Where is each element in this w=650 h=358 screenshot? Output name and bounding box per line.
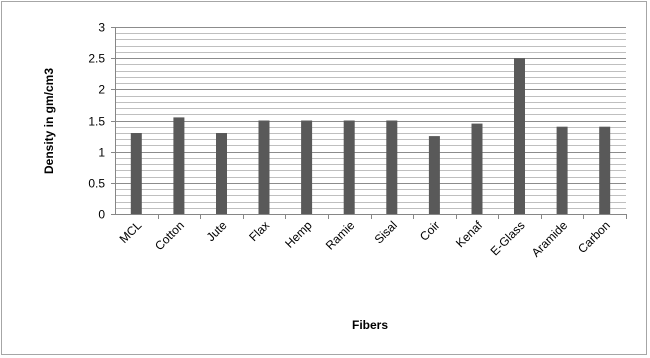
axes [111,27,627,219]
bar-kenaf [471,123,483,214]
bar-cotton [173,117,185,214]
y-tick-label: 2.5 [88,52,105,66]
bar-jute [216,133,227,214]
bar-aramide [556,126,568,214]
y-tick-label: 0 [98,208,105,222]
y-tick-labels: 0 0.5 1 1.5 2 2.5 3 [88,21,105,222]
y-tick-label: 2 [98,83,105,97]
bar-ramie [343,120,355,214]
y-tick-label: 1 [98,146,105,160]
x-tick-label: Kenaf [453,218,486,251]
x-tick-label: Jute [204,218,230,244]
y-tick-label: 1.5 [88,115,105,129]
bar-e-glass [514,58,525,215]
bar-mcl [130,133,142,214]
y-axis-title: Density in gm/cm3 [42,68,56,174]
bar-carbon [599,126,611,214]
bar-coir [428,136,440,214]
bar-sisal [386,120,398,214]
y-tick-label: 3 [98,21,105,35]
bars [130,58,611,215]
bar-hemp [301,120,313,214]
x-tick-label: Sisal [372,218,400,246]
y-tick-label: 0.5 [88,177,105,191]
x-tick-label: Aramide [529,218,571,260]
x-tick-label: E-Glass [488,218,528,258]
x-tick-label: Cotton [152,218,187,253]
x-tick-label: Carbon [575,218,613,256]
x-tick-label: Coir [417,218,442,243]
x-axis-title: Fibers [352,318,388,332]
x-tick-label: Flax [246,218,272,244]
gridlines [115,27,626,215]
x-tick-label: Ramie [323,218,358,253]
x-tick-label: MCL [117,218,145,246]
x-tick-labels: MCL Cotton Jute Flax Hemp Ramie Sisal Coir Kenaf… [117,218,613,260]
x-tick-label: Hemp [282,218,315,251]
bar-flax [258,120,270,214]
